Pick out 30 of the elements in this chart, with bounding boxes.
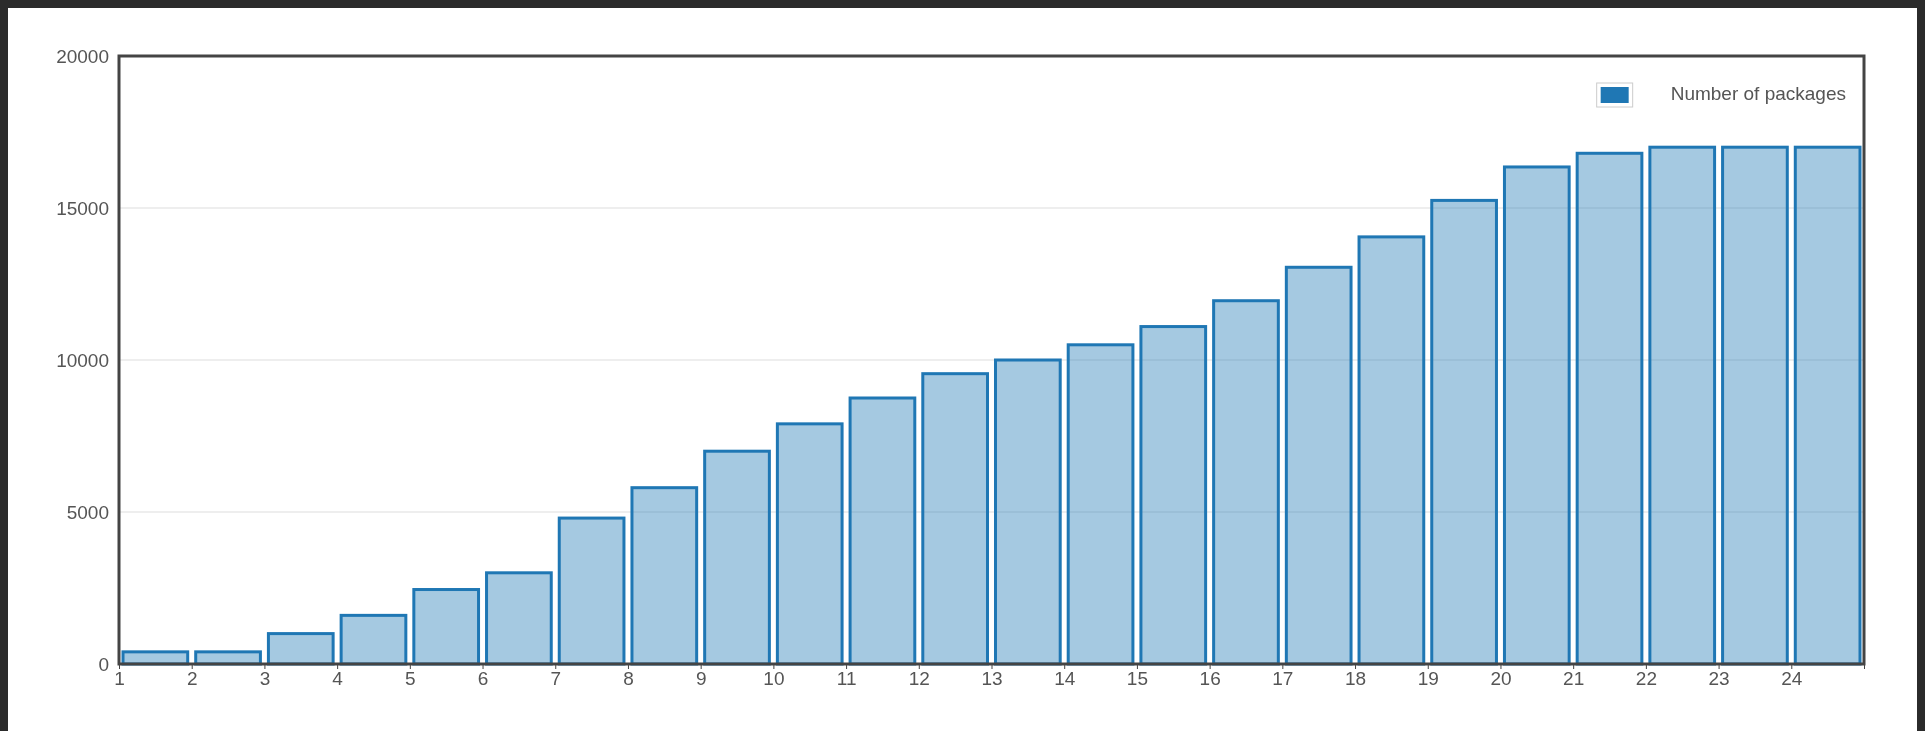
x-tick-label: 11 — [836, 668, 857, 690]
x-tick-label: 19 — [1417, 668, 1439, 690]
x-tick-label: 23 — [1708, 668, 1730, 690]
x-tick-label: 3 — [259, 668, 271, 690]
y-tick-label: 0 — [98, 653, 109, 675]
x-tick-label: 20 — [1490, 668, 1512, 690]
x-tick-label: 21 — [1563, 668, 1585, 690]
x-tick-label: 14 — [1054, 668, 1076, 690]
y-tick-label: 15000 — [56, 197, 109, 219]
x-tick-label: 5 — [405, 668, 416, 690]
x-tick-label: 22 — [1635, 668, 1657, 690]
x-tick-label: 15 — [1126, 668, 1148, 690]
x-tick-label: 16 — [1199, 668, 1221, 690]
x-tick-label: 24 — [1781, 668, 1803, 690]
x-tick-label: 17 — [1272, 668, 1294, 690]
x-tick-label: 1 — [114, 668, 125, 690]
x-tick-label: 8 — [623, 668, 634, 690]
x-tick-label: 13 — [981, 668, 1003, 690]
y-tick-label: 10000 — [56, 349, 109, 371]
x-tick-label: 7 — [550, 668, 562, 690]
legend-label: Number of packages — [1670, 83, 1846, 105]
x-tick-label: 18 — [1344, 668, 1367, 690]
y-tick-label: 5000 — [66, 501, 109, 523]
x-tick-label: 12 — [908, 668, 930, 690]
x-tick-label: 9 — [695, 668, 707, 690]
x-tick-label: 4 — [332, 668, 344, 690]
x-tick-label: 10 — [763, 668, 785, 690]
y-tick-label: 20000 — [56, 45, 109, 67]
x-tick-label: 2 — [186, 668, 198, 690]
x-tick-label: 6 — [477, 668, 489, 690]
